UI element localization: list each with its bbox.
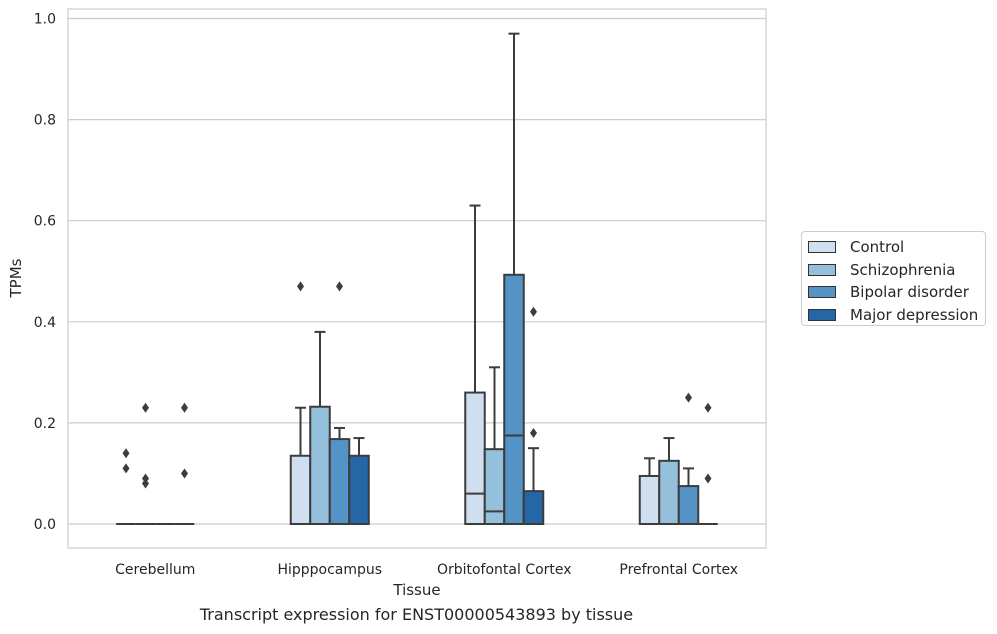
box-body [677,485,700,525]
legend-item-major-depression: Major depression [808,304,985,327]
outlier-point [142,478,149,489]
legend-item-schizophrenia: Schizophrenia [808,259,985,282]
outlier-point [181,402,188,413]
box-body [483,448,506,526]
legend-label-major-depression: Major depression [850,305,979,324]
outlier-point [122,463,130,474]
legend-item-bipolar-disorder: Bipolar disorder [808,281,985,304]
outlier-point [704,473,712,484]
legend: Control Schizophrenia Bipolar disorder M… [801,231,986,326]
outlier-point [530,428,537,439]
x-tick-label: Hipppocampus [277,562,382,578]
box-cerebellum-control [116,448,136,525]
box-body [638,474,661,526]
box-orbitofontal-cortex-bipolar-disorder [503,32,525,526]
box-cerebellum-schizophrenia [135,402,156,525]
box-prefrontal-cortex-major-depression [698,402,718,525]
x-tick-label: Prefrontal Cortex [619,562,738,578]
y-tick-label: 0.2 [34,416,56,432]
outlier-point [704,402,712,413]
box-cerebellum-major-depression [174,402,195,525]
legend-swatch-major-depression [808,308,836,321]
box-body [522,490,545,525]
legend-label-schizophrenia: Schizophrenia [850,260,956,279]
y-tick-label: 0.6 [34,214,56,230]
y-tick-label: 1.0 [34,12,56,28]
y-tick-label: 0.8 [34,113,56,129]
outlier-point [181,468,188,479]
legend-swatch-control [808,241,836,254]
figure-caption: Transcript expression for ENST0000054389… [199,605,634,624]
legend-swatch-bipolar-disorder [808,286,836,299]
legend-label-control: Control [850,238,905,257]
box-body [503,273,525,526]
box-body [658,459,680,525]
box-hipppocampus-major-depression [348,437,370,526]
box-body [348,454,370,526]
box-body [309,405,331,525]
outlier-point [142,402,149,413]
y-tick-label: 0.4 [34,315,56,331]
box-orbitofontal-cortex-schizophrenia [483,366,506,526]
box-body [464,391,486,525]
y-tick-label: 0.0 [34,517,56,533]
legend-item-control: Control [808,236,985,259]
box-prefrontal-cortex-bipolar-disorder [677,392,700,525]
legend-label-bipolar-disorder: Bipolar disorder [850,283,969,302]
legend-swatch-schizophrenia [808,263,836,276]
x-tick-label: Orbitofontal Cortex [437,562,572,578]
y-axis-title: TPMs [7,258,25,298]
y-tick-labels: 0.0 0.2 0.4 0.6 0.8 1.0 [34,12,56,534]
outlier-point [122,448,130,459]
x-tick-label: Cerebellum [115,562,195,578]
box-orbitofontal-cortex-major-depression [522,306,545,525]
outlier-point [142,473,149,484]
outlier-point [685,392,692,403]
outlier-point [336,281,343,292]
box-body [289,454,312,526]
outlier-point [297,281,304,292]
boxes [116,32,718,526]
outlier-point [530,306,537,317]
box-orbitofontal-cortex-control [464,204,486,525]
x-axis-title: Tissue [392,581,440,599]
x-tick-labels: Cerebellum Hipppocampus Orbitofontal Corte… [115,562,738,578]
box-body [328,438,351,525]
